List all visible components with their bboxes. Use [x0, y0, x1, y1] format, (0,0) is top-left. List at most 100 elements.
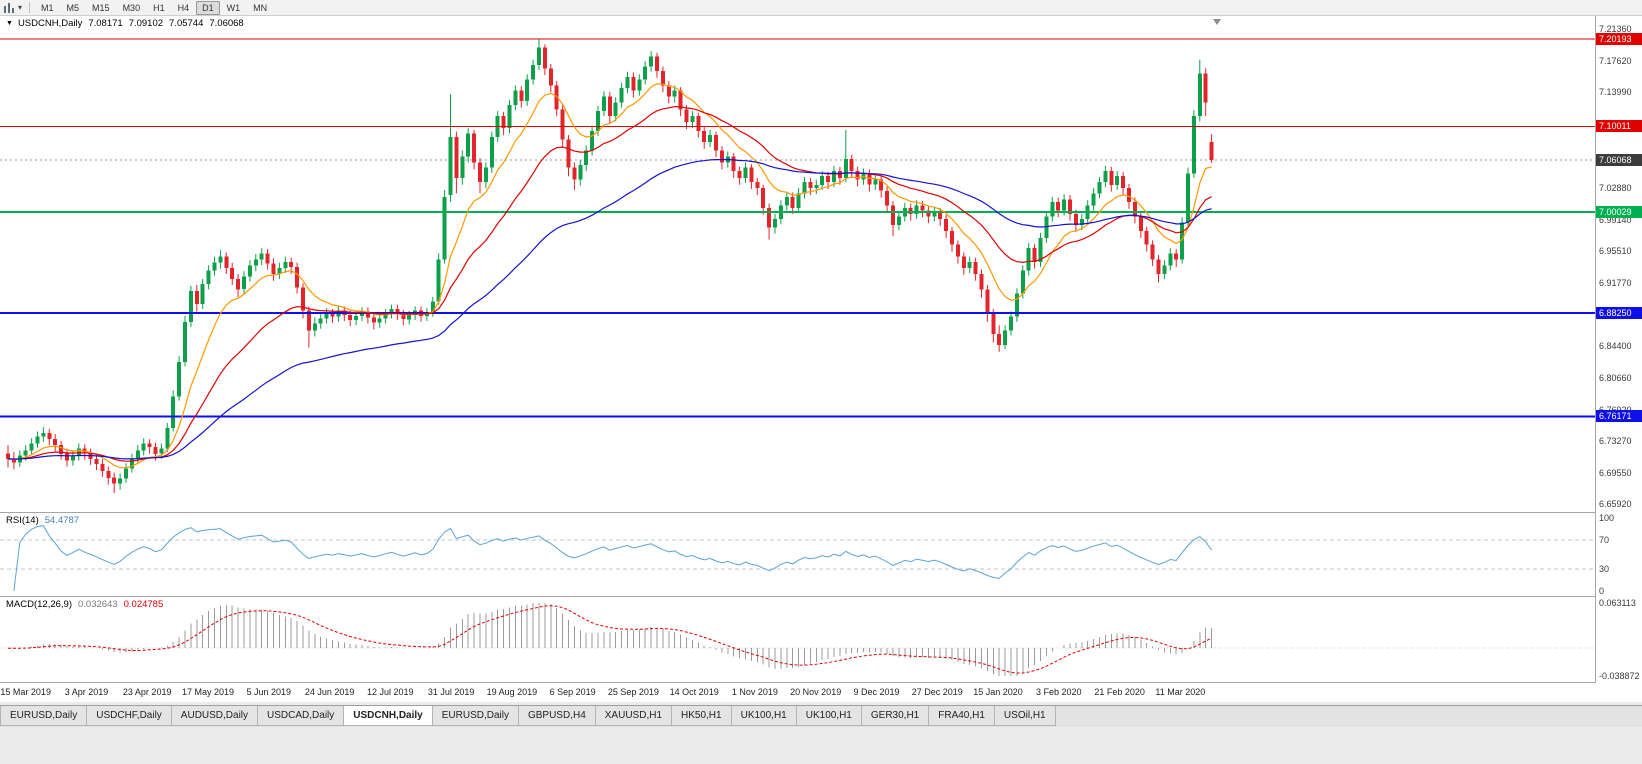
- chart-shift-marker-icon[interactable]: [1213, 19, 1221, 25]
- price-scale-label: 0.063113: [1599, 598, 1636, 608]
- date-axis-label: 25 Sep 2019: [607, 687, 659, 697]
- chart-tab-eurusd-daily[interactable]: EURUSD,Daily: [0, 706, 88, 726]
- date-axis-label: 15 Mar 2019: [0, 687, 51, 697]
- price-scale-label: 7.21360: [1599, 24, 1632, 34]
- timeframe-button-m1[interactable]: M1: [41, 2, 54, 13]
- timeframe-buttons: M1 M5 M15 M30 H1 H4 D1 W1 MN: [35, 0, 273, 15]
- price-scale-label: 6.65920: [1599, 499, 1632, 509]
- price-badge: 7.20193: [1596, 33, 1642, 45]
- timeframe-button-m5[interactable]: M5: [66, 2, 80, 13]
- date-axis[interactable]: 15 Mar 2019 3 Apr 2019 23 Apr 2019 17 May 2…: [0, 683, 1595, 702]
- date-axis-label: 31 Jul 2019: [427, 687, 475, 697]
- chart-tab-usdchf-daily[interactable]: USDCHF,Daily: [87, 706, 172, 726]
- status-bar: [0, 727, 1642, 764]
- price-scale-label: 6.91770: [1599, 278, 1632, 288]
- date-axis-label: 20 Nov 2019: [790, 687, 842, 697]
- chart-tab-uk100-h1[interactable]: UK100,H1: [796, 706, 862, 726]
- chart-tab-audusd-daily[interactable]: AUDUSD,Daily: [171, 706, 259, 726]
- date-axis-label: 21 Feb 2020: [1094, 687, 1145, 697]
- price-scale-label: 100: [1599, 513, 1615, 523]
- timeframe-button-m30[interactable]: M30: [122, 2, 141, 13]
- timeframe-button-h1[interactable]: H1: [153, 2, 165, 13]
- chart-tab-hk50-h1[interactable]: HK50,H1: [672, 706, 732, 726]
- date-axis-label: 3 Apr 2019: [64, 687, 109, 697]
- chart-tab-usdcnh-daily[interactable]: USDCNH,Daily: [344, 706, 433, 726]
- macd-panel[interactable]: MACD(12,26,9) 0.032643 0.024785: [0, 597, 1595, 682]
- date-axis-label: 11 Mar 2020: [1155, 687, 1206, 697]
- toolbar-separator: [29, 2, 31, 13]
- price-scale-label: 0: [1599, 586, 1605, 596]
- price-scale-label: 70: [1599, 535, 1610, 545]
- chart-header: ▼ USDCNH,Daily 7.08171 7.09102 7.05744 7…: [6, 18, 244, 29]
- chart-tab-ger30-h1[interactable]: GER30,H1: [861, 706, 930, 726]
- timeframe-button-d1[interactable]: D1: [196, 0, 220, 15]
- date-axis-label: 9 Dec 2019: [853, 687, 900, 697]
- date-axis-label: 23 Apr 2019: [122, 687, 172, 697]
- timeframe-button-w1[interactable]: W1: [226, 2, 241, 13]
- date-axis-label: 6 Sep 2019: [549, 687, 596, 697]
- chart-title: USDCNH,Daily: [17, 18, 83, 29]
- price-scale-label: 6.95510: [1599, 246, 1632, 256]
- rsi-label: RSI(14): [6, 515, 39, 526]
- rsi-value: 54.4787: [44, 515, 80, 526]
- rsi-canvas: [0, 525, 1595, 592]
- date-axis-label: 1 Nov 2019: [731, 687, 778, 697]
- chart-tab-eurusd-daily[interactable]: EURUSD,Daily: [432, 706, 519, 726]
- macd-canvas: [0, 603, 1595, 676]
- chart-tab-gbpusd-h4[interactable]: GBPUSD,H4: [518, 706, 596, 726]
- ohlc-high: 7.09102: [128, 18, 164, 29]
- chart-tab-usdcad-daily[interactable]: USDCAD,Daily: [258, 706, 345, 726]
- date-axis-label: 12 Jul 2019: [367, 687, 414, 697]
- timeframe-button-m15[interactable]: M15: [92, 2, 110, 13]
- collapse-chart-icon[interactable]: ▼: [6, 20, 13, 27]
- price-badge: 7.00029: [1596, 206, 1642, 218]
- macd-main-value: 0.032643: [78, 599, 118, 610]
- date-axis-label: 5 Jun 2019: [246, 687, 292, 697]
- price-badge: 7.06068: [1596, 154, 1642, 166]
- timeframe-button-h4[interactable]: H4: [177, 2, 190, 13]
- price-scale-label: 7.17620: [1599, 56, 1632, 66]
- date-axis-label: 15 Jan 2020: [973, 687, 1023, 697]
- date-axis-label: 3 Feb 2020: [1036, 687, 1082, 697]
- panel-divider[interactable]: [0, 512, 1642, 513]
- chart-tab-bar: EURUSD,Daily USDCHF,Daily AUDUSD,Daily USDC…: [0, 705, 1642, 727]
- bottom-bar-area: EURUSD,Daily USDCHF,Daily AUDUSD,Daily USDC…: [0, 702, 1642, 764]
- price-badge: 6.88250: [1596, 307, 1642, 319]
- caret-down-icon[interactable]: ▾: [18, 2, 23, 12]
- price-scale-label: 6.99140: [1599, 215, 1632, 225]
- date-axis-label: 27 Dec 2019: [911, 687, 963, 697]
- price-badge: 6.76171: [1596, 410, 1642, 422]
- price-scale-label: 7.13990: [1599, 87, 1632, 97]
- chart-tab-usoil-h1[interactable]: USOil,H1: [994, 706, 1056, 726]
- candlestick-canvas: [0, 28, 1595, 505]
- timeframe-button-mn[interactable]: MN: [253, 2, 268, 13]
- price-scale[interactable]: 7.21360 7.17620 7.13990 7.02880 6.99140 6.955…: [1595, 16, 1642, 683]
- chart-tab-uk100-h1[interactable]: UK100,H1: [731, 706, 797, 726]
- price-scale-label: 6.84400: [1599, 341, 1632, 351]
- chart-tab-xauusd-h1[interactable]: XAUUSD,H1: [595, 706, 673, 726]
- ohlc-open: 7.08171: [88, 18, 123, 29]
- ohlc-low: 7.05744: [169, 18, 204, 29]
- ohlc-close: 7.06068: [209, 18, 244, 29]
- price-scale-label: 30: [1599, 564, 1610, 574]
- rsi-header: RSI(14) 54.4787: [6, 515, 79, 526]
- chart-tab-fra40-h1[interactable]: FRA40,H1: [929, 706, 995, 726]
- price-scale-label: -0.038872: [1599, 671, 1640, 681]
- panel-divider: [0, 682, 1642, 683]
- price-scale-label: 6.73270: [1599, 436, 1632, 446]
- date-axis-label: 24 Jun 2019: [304, 687, 355, 697]
- price-chart-panel[interactable]: ▼ USDCNH,Daily 7.08171 7.09102 7.05744 7…: [0, 16, 1595, 512]
- date-axis-label: 14 Oct 2019: [669, 687, 719, 697]
- chart-period-icon[interactable]: [4, 2, 16, 13]
- price-scale-label: 7.02880: [1599, 183, 1632, 193]
- rsi-panel[interactable]: RSI(14) 54.4787: [0, 513, 1595, 596]
- macd-signal-value: 0.024785: [123, 599, 164, 610]
- price-scale-label: 6.69550: [1599, 468, 1632, 478]
- panel-divider[interactable]: [0, 596, 1642, 597]
- price-scale-label: 6.80660: [1599, 373, 1632, 383]
- date-axis-label: 19 Aug 2019: [486, 687, 538, 697]
- bar-chart-icon: [4, 3, 14, 13]
- price-badge: 7.10011: [1596, 120, 1642, 132]
- macd-header: MACD(12,26,9) 0.032643 0.024785: [6, 599, 163, 610]
